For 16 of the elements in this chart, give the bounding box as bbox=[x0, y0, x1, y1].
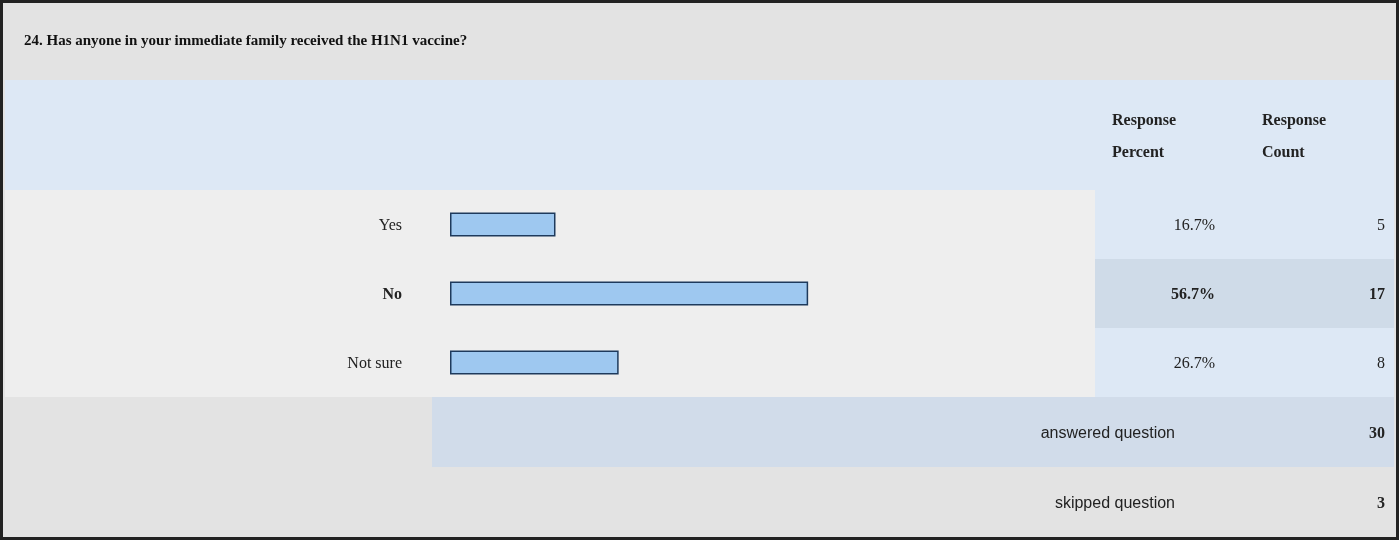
text: 24. Has anyone in your immediate family received the H1N1 vaccine? bbox=[24, 31, 468, 48]
text: Response Count bbox=[1262, 110, 1327, 160]
text: 3 bbox=[1377, 493, 1385, 511]
data-label: 56.7% bbox=[1171, 285, 1215, 302]
text: answered question bbox=[1040, 423, 1175, 441]
data-label: 26.7% bbox=[1173, 354, 1215, 371]
text: skipped question bbox=[1054, 493, 1175, 511]
y-tick-label: Not sure bbox=[347, 354, 402, 371]
text: Response Percent bbox=[1112, 110, 1177, 160]
text: 30 bbox=[1369, 423, 1385, 441]
y-tick-label: Yes bbox=[378, 216, 402, 233]
text: 8 bbox=[1377, 354, 1385, 371]
y-tick-label: No bbox=[382, 285, 402, 302]
data-label: 16.7% bbox=[1173, 216, 1215, 233]
text: 17 bbox=[1369, 285, 1385, 302]
text: 5 bbox=[1377, 216, 1385, 233]
